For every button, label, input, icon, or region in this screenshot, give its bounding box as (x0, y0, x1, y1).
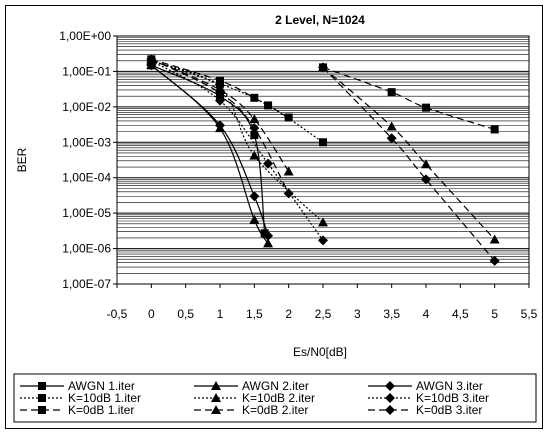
data-point (250, 93, 259, 102)
data-point (318, 217, 328, 227)
series-line (151, 64, 266, 234)
data-point (489, 255, 500, 266)
data-point (263, 158, 274, 169)
data-point (216, 76, 224, 85)
legend-item: AWGN 3.iter (368, 379, 483, 393)
legend-item: K=10dB 2.iter (194, 391, 315, 405)
series-line (322, 66, 495, 131)
data-point (249, 214, 260, 224)
legend-label: K=10dB 2.iter (242, 391, 315, 405)
data-point (215, 87, 225, 98)
y-tick-label: 1,00E-01 (62, 64, 111, 78)
y-tick-label: 1,00E-03 (62, 135, 111, 149)
x-tick-label: 3,5 (383, 307, 400, 321)
data-point (263, 238, 274, 248)
series-layer (146, 54, 500, 266)
x-tick-label: 5,5 (521, 307, 538, 321)
x-tick-label: 2,5 (315, 307, 332, 321)
x-tick-labels: -0,5 0 0,5 1 1,5 2 2,5 3 3,5 4 4,5 5 5,5 (107, 284, 538, 321)
x-tick-label: 0,5 (177, 307, 194, 321)
data-point (318, 62, 328, 73)
legend-label: K=10dB 3.iter (416, 391, 489, 405)
data-point (490, 125, 499, 134)
data-point (421, 174, 431, 185)
y-tick-label: 1,00E-07 (62, 277, 111, 291)
x-tick-label: 2 (285, 307, 292, 321)
data-point (421, 159, 431, 169)
data-point (249, 114, 260, 124)
data-point (319, 138, 327, 147)
series-line (151, 58, 289, 119)
y-tick-label: 1,00E+00 (59, 29, 111, 43)
legend-label: K=0dB 3.iter (416, 403, 482, 417)
x-axis-label: Es/N0[dB] (293, 345, 347, 359)
y-tick-label: 1,00E-02 (62, 100, 111, 114)
legend-item: K=10dB 1.iter (20, 391, 141, 405)
y-tick-label: 1,00E-04 (62, 171, 111, 185)
legend-marker (385, 381, 395, 391)
legend-marker (385, 393, 395, 403)
legend-marker (211, 381, 221, 390)
data-point (284, 113, 293, 122)
series-line (151, 60, 324, 241)
legend-marker (211, 393, 221, 402)
y-tick-labels: 1,00E+00 1,00E-01 1,00E-02 1,00E-03 1,00E-04… (59, 29, 117, 291)
legend-marker (38, 394, 46, 402)
y-tick-label: 1,00E-06 (62, 242, 111, 256)
data-point (250, 131, 259, 140)
x-tick-label: 4,5 (452, 307, 469, 321)
x-tick-label: 5 (491, 307, 498, 321)
legend-label: AWGN 1.iter (68, 379, 135, 393)
data-point (215, 120, 225, 131)
legend-item: AWGN 1.iter (20, 379, 135, 393)
legend-label: K=10dB 1.iter (68, 391, 141, 405)
x-tick-label: 4 (423, 307, 430, 321)
x-tick-label: -0,5 (107, 307, 128, 321)
data-point (263, 230, 274, 241)
data-point (386, 121, 397, 131)
legend-marker (211, 405, 221, 414)
legend-label: K=0dB 2.iter (242, 403, 308, 417)
series-line (322, 66, 496, 240)
data-point (387, 88, 396, 97)
data-point (422, 103, 430, 112)
data-point (215, 95, 225, 106)
data-point (260, 229, 269, 238)
legend-item: K=0dB 3.iter (368, 403, 482, 417)
x-tick-label: 1 (217, 307, 224, 321)
data-point (146, 54, 157, 65)
x-tick-label: 0 (148, 307, 155, 321)
legend-marker (38, 382, 46, 390)
data-point (318, 235, 328, 246)
data-point (249, 150, 260, 160)
legend-item: K=0dB 1.iter (20, 403, 134, 417)
data-point (249, 123, 260, 134)
legend-item: K=0dB 2.iter (194, 403, 308, 417)
y-axis-label: BER (15, 147, 29, 172)
data-point (249, 191, 260, 202)
data-point (283, 188, 294, 199)
legend-item: AWGN 2.iter (194, 379, 309, 393)
data-point (386, 133, 397, 144)
series-line (150, 64, 269, 236)
legend-item: K=10dB 3.iter (368, 391, 489, 405)
legend-label: K=0dB 1.iter (68, 403, 134, 417)
legend: AWGN 1.iter AWGN 2.iter AWGN 3.iterK=10dB … (13, 373, 537, 423)
x-tick-label: 1,5 (246, 307, 263, 321)
legend-label: AWGN 2.iter (242, 379, 309, 393)
series-line (151, 58, 290, 194)
series-k-0db-3-iter (146, 54, 500, 266)
y-tick-label: 1,00E-05 (62, 206, 111, 220)
legend-box (13, 373, 537, 423)
data-point (489, 234, 500, 244)
legend-label: AWGN 3.iter (416, 379, 483, 393)
x-tick-label: 3 (354, 307, 361, 321)
data-point (283, 166, 294, 176)
series-line (322, 66, 496, 262)
legend-marker (38, 406, 46, 414)
chart-title: 2 Level, N=1024 (275, 13, 365, 27)
legend-marker (385, 405, 395, 415)
